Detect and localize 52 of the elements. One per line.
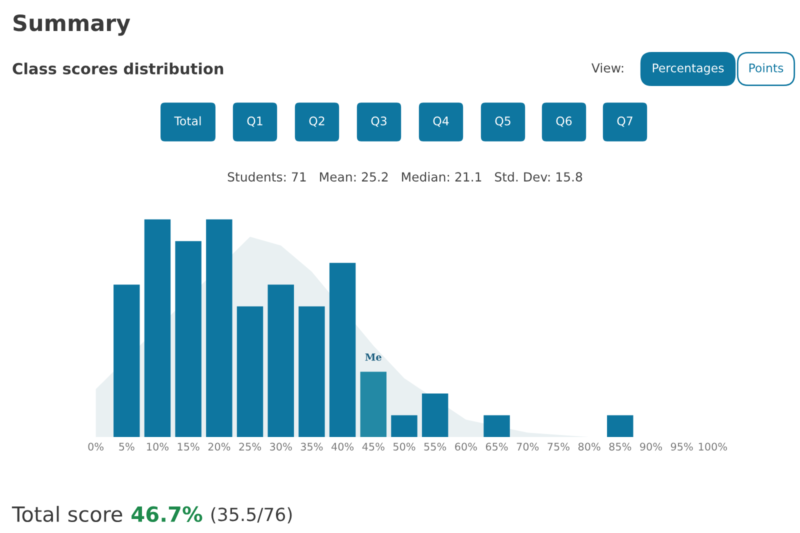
bar (114, 284, 140, 437)
text: Q6 (556, 116, 572, 127)
x-tick-label: 10% (147, 442, 168, 451)
text: Q2 (309, 116, 324, 127)
text: Points (749, 63, 784, 72)
x-tick-label: 85% (609, 442, 632, 451)
annotation: Me (365, 354, 382, 361)
bar (391, 415, 418, 437)
bar (360, 372, 386, 437)
chart-subtitle: Class scores distribution (12, 62, 224, 74)
text: Q7 (617, 116, 632, 127)
bar (298, 306, 325, 437)
x-tick-label: 95% (670, 442, 693, 451)
text: Q4 (433, 116, 449, 127)
x-tick-label: 15% (178, 442, 200, 451)
x-tick-label: 5% (119, 442, 134, 451)
bar (236, 306, 264, 437)
text: 46.7% (132, 506, 202, 522)
x-tick-label: 25% (239, 442, 262, 451)
x-tick-label: 70% (516, 442, 539, 451)
x-tick-label: 20% (208, 442, 230, 451)
x-tick-label: 100% (698, 442, 727, 451)
x-tick-label: 55% (424, 442, 446, 451)
text: Total score (12, 506, 122, 522)
text: Q5 (495, 116, 510, 127)
chart-title: Summary (14, 14, 130, 36)
x-tick-label: 65% (486, 442, 508, 451)
bar (607, 415, 634, 437)
bar (484, 415, 510, 437)
text: Students: 71 Mean: 25.2 Median: 21.1 Std. Dev: 15.8 (228, 172, 582, 182)
x-tick-label: 35% (300, 442, 323, 451)
bar (206, 219, 232, 437)
x-tick-label: 50% (393, 442, 416, 451)
text: (35.5/76) (211, 507, 292, 524)
x-tick-label: 40% (331, 442, 354, 451)
text: Percentages (652, 64, 724, 75)
x-tick-label: 90% (640, 442, 662, 451)
x-tick-label: 45% (362, 442, 384, 451)
text: Total (174, 116, 201, 126)
x-tick-label: 60% (455, 442, 477, 451)
x-tick-label: 80% (578, 442, 600, 451)
bar (144, 219, 171, 437)
bar (175, 241, 202, 437)
bar (422, 393, 448, 437)
text: Q1 (247, 116, 262, 127)
x-tick-label: 75% (548, 442, 570, 451)
bar (268, 284, 294, 437)
text: Q3 (371, 116, 386, 127)
x-tick-label: 30% (270, 442, 292, 451)
text: View: (592, 62, 624, 73)
bar (329, 262, 356, 437)
x-tick-label: 0% (88, 442, 104, 451)
